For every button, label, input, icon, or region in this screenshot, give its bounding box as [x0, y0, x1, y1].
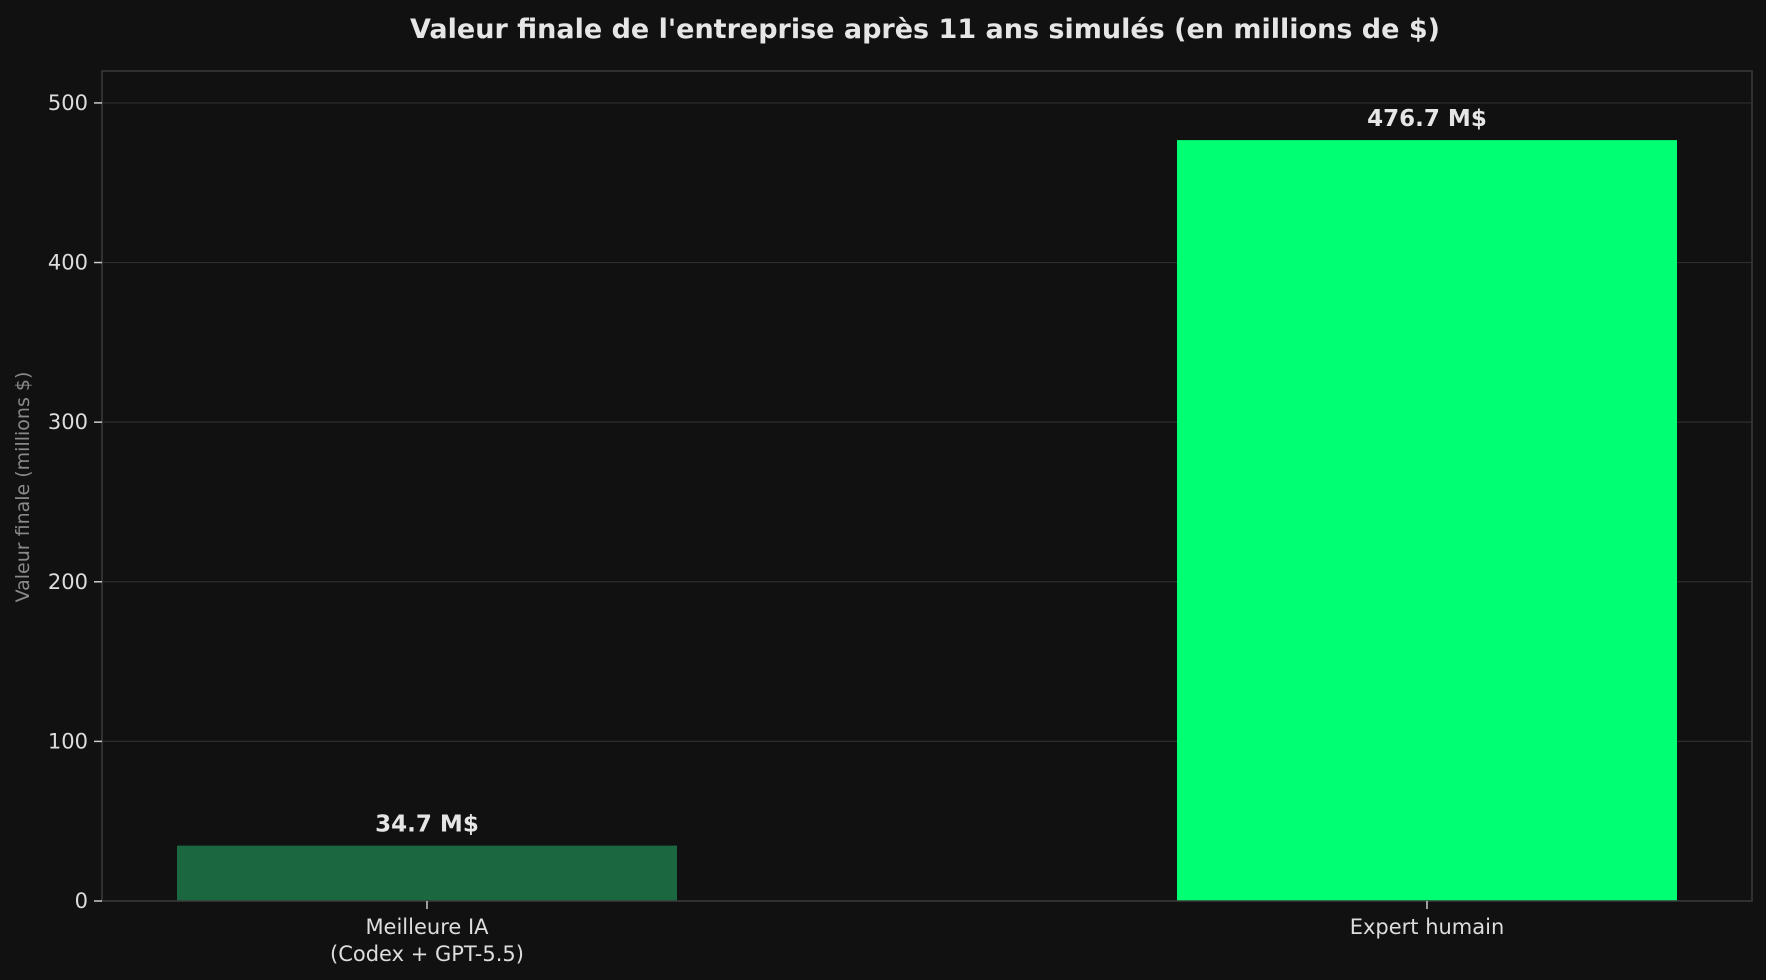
y-axis-ticks: 0 100 200 300 400 500 — [48, 91, 102, 913]
y-tick-label: 500 — [48, 91, 88, 115]
y-tick-label: 100 — [48, 729, 88, 753]
x-axis-ticks: Meilleure IA (Codex + GPT-5.5) Expert huma… — [330, 901, 1504, 966]
data-label: 476.7 M$ — [1367, 106, 1487, 132]
chart-title: Valeur finale de l'entreprise après 11 a… — [410, 14, 1440, 45]
x-tick-label: Expert humain — [1350, 915, 1505, 939]
x-tick-label: (Codex + GPT-5.5) — [330, 942, 524, 966]
bar-expert-humain — [1177, 140, 1677, 901]
x-tick-label: Meilleure IA — [365, 915, 489, 939]
data-labels: 34.7 M$ 476.7 M$ — [375, 106, 1487, 838]
bar-meilleure-ia — [177, 845, 677, 901]
plot-frame — [101, 70, 1753, 902]
y-tick-label: 400 — [48, 251, 88, 275]
bars — [177, 140, 1677, 901]
y-tick-label: 0 — [75, 889, 88, 913]
y-axis-label: Valeur finale (millions $) — [12, 372, 34, 603]
y-tick-label: 200 — [48, 570, 88, 594]
y-tick-label: 300 — [48, 410, 88, 434]
data-label: 34.7 M$ — [375, 812, 479, 838]
